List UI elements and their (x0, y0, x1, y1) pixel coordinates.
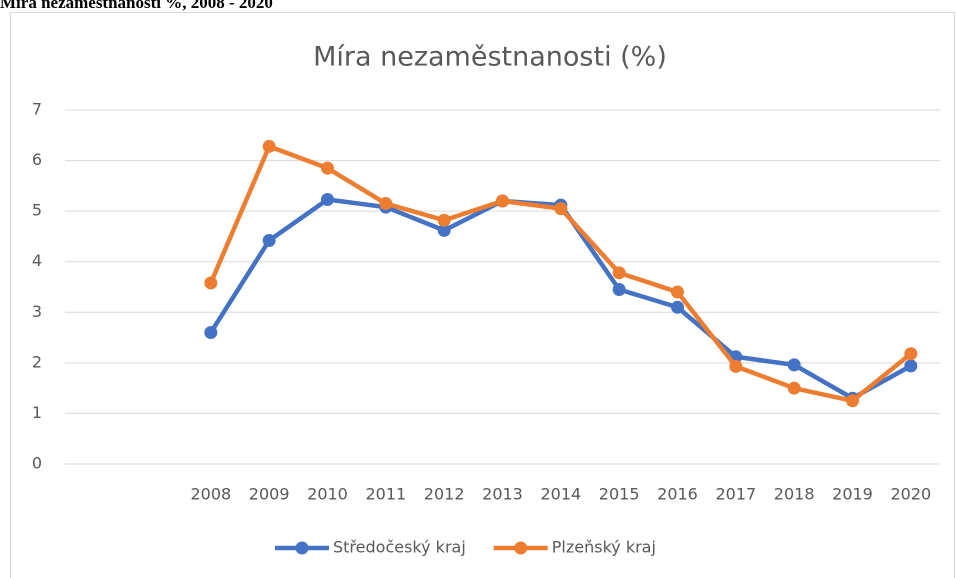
data-point (612, 266, 626, 280)
x-tick-label: 2016 (657, 485, 698, 504)
x-tick-label: 2009 (249, 485, 290, 504)
x-tick-label: 2011 (365, 485, 406, 504)
data-point (904, 347, 918, 361)
data-point (437, 213, 451, 227)
chart-title: Míra nezaměstnanosti (%) (313, 42, 667, 73)
x-tick-label: 2008 (190, 485, 231, 504)
data-point (321, 161, 334, 175)
data-point (904, 359, 918, 373)
legend-marker (514, 541, 528, 555)
data-point (262, 139, 276, 153)
x-tick-label: 2013 (482, 485, 523, 504)
data-point (671, 300, 684, 314)
data-point (612, 283, 626, 297)
data-point (204, 276, 218, 290)
x-tick-label: 2017 (715, 485, 756, 504)
y-tick-label: 1 (32, 403, 42, 422)
y-tick-label: 2 (32, 352, 42, 371)
data-point (437, 223, 451, 237)
y-tick-label: 6 (32, 150, 42, 169)
chart-frame (10, 12, 955, 578)
data-point (787, 381, 801, 395)
legend-label: Středočeský kraj (333, 538, 466, 557)
data-point (787, 358, 801, 372)
x-tick-label: 2012 (424, 485, 465, 504)
data-point (729, 359, 743, 373)
legend-marker (295, 541, 309, 555)
data-point (671, 285, 684, 299)
x-tick-label: 2015 (599, 485, 640, 504)
y-tick-label: 5 (32, 201, 42, 220)
y-tick-label: 3 (32, 302, 42, 321)
data-point (846, 394, 859, 408)
y-tick-label: 7 (32, 100, 42, 119)
y-tick-label: 0 (32, 454, 42, 473)
caption: Míra nezaměstnanosti %, 2008 - 2020 (0, 0, 273, 12)
x-tick-label: 2018 (774, 485, 815, 504)
x-tick-label: 2019 (832, 485, 873, 504)
x-tick-label: 2014 (540, 485, 581, 504)
data-point (262, 233, 276, 247)
y-tick-label: 4 (32, 251, 42, 270)
x-tick-label: 2010 (307, 485, 348, 504)
data-point (379, 197, 393, 211)
legend-label: Plzeňský kraj (552, 538, 656, 557)
data-point (554, 202, 568, 216)
data-point (496, 194, 509, 208)
x-tick-label: 2020 (890, 485, 931, 504)
data-point (204, 326, 218, 340)
data-point (321, 193, 334, 207)
